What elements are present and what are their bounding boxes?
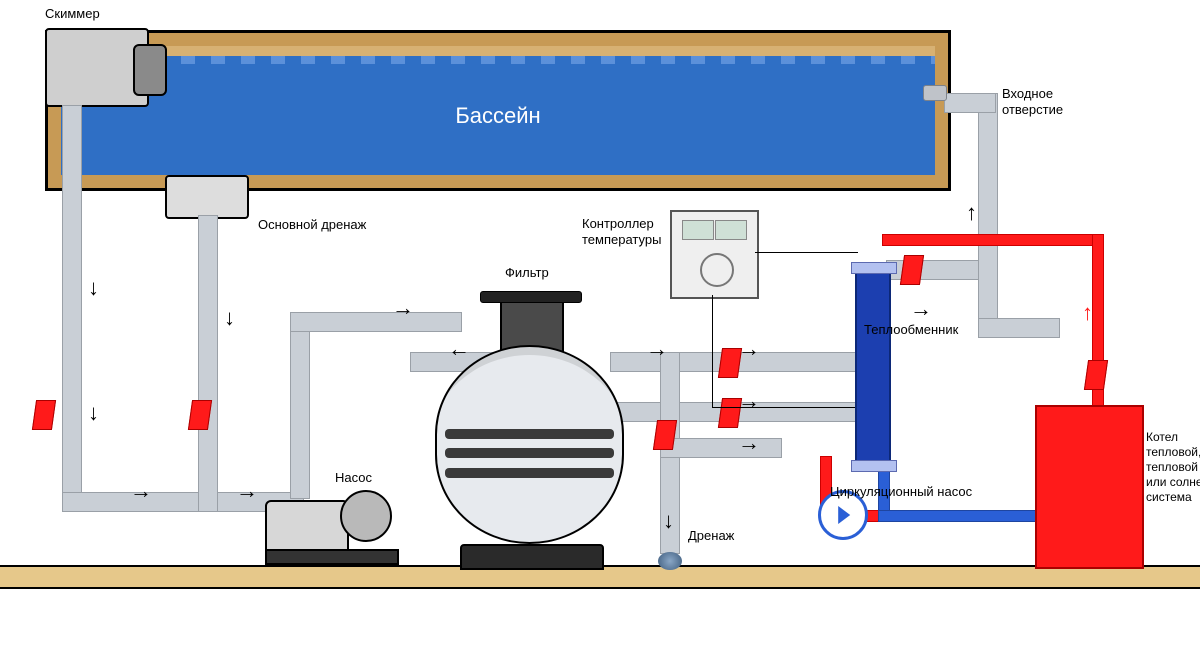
- label-drain: Дренаж: [688, 528, 734, 544]
- pool-gravel: Бассейн: [48, 33, 948, 188]
- temperature-controller: [670, 210, 759, 299]
- control-wire: [712, 407, 859, 408]
- flow-arrow: ↑: [966, 200, 977, 226]
- flow-arrow: →: [738, 388, 760, 414]
- flow-arrow: →: [738, 336, 760, 362]
- pipe: [978, 93, 998, 335]
- label-heat-exchanger: Теплообменник: [864, 322, 958, 338]
- pipe: [198, 215, 218, 512]
- drain-icon: [658, 552, 682, 570]
- flow-arrow: ↓: [88, 400, 99, 426]
- pool-label: Бассейн: [61, 103, 935, 129]
- control-wire: [755, 252, 858, 253]
- flow-arrow: ↓: [224, 305, 235, 331]
- flow-arrow: →: [130, 478, 152, 504]
- pipe: [944, 93, 996, 113]
- hot-pipe: [882, 234, 1104, 246]
- label-inlet: Входное отверстие: [1002, 86, 1063, 119]
- pipe: [290, 312, 310, 499]
- label-circ-pump: Циркуляционный насос: [830, 484, 972, 500]
- flow-arrow: →: [738, 430, 760, 456]
- valve: [1084, 360, 1108, 390]
- skimmer: [45, 28, 149, 107]
- flow-arrow-hot: ↑: [1082, 300, 1093, 326]
- label-skimmer: Скиммер: [45, 6, 100, 22]
- flow-arrow: ←: [448, 336, 470, 362]
- valve: [653, 420, 677, 450]
- flow-arrow: ↓: [88, 275, 99, 301]
- valve: [188, 400, 212, 430]
- flow-arrow: →: [646, 336, 668, 362]
- valve: [32, 400, 56, 430]
- heat-exchanger: [855, 270, 891, 464]
- pump: [265, 480, 395, 565]
- pool-shell: Бассейн: [45, 30, 951, 191]
- flow-arrow: →: [236, 478, 258, 504]
- label-pump: Насос: [335, 470, 372, 486]
- flow-arrow: ↓: [663, 508, 674, 534]
- inlet-fitting: [923, 85, 947, 101]
- main-drain: [165, 175, 249, 219]
- diagram-root: Бассейн Скиммер Основной дренаж На: [0, 0, 1200, 668]
- label-filter: Фильтр: [505, 265, 549, 281]
- flow-arrow: →: [392, 295, 414, 321]
- flow-arrow: →: [910, 296, 932, 322]
- cold-pipe: [878, 510, 1045, 522]
- pipe: [978, 318, 1060, 338]
- boiler: [1035, 405, 1144, 569]
- pool-water: Бассейн: [61, 56, 935, 175]
- label-boiler: Котел тепловой, тепловой насос или солне…: [1146, 430, 1200, 505]
- label-main-drain: Основной дренаж: [258, 217, 366, 233]
- label-controller: Контроллер температуры: [582, 216, 661, 249]
- control-wire: [712, 295, 713, 407]
- valve: [900, 255, 924, 285]
- pipe: [660, 438, 782, 458]
- pipe: [62, 105, 82, 502]
